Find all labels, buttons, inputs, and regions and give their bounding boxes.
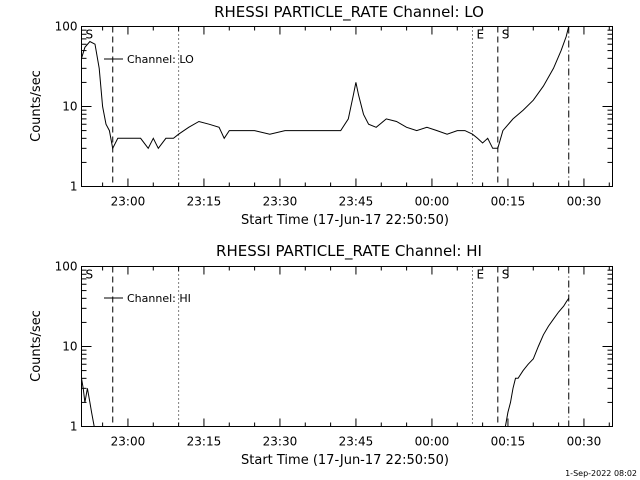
x-axis-label: Start Time (17-Jun-17 22:50:50) <box>241 213 449 228</box>
x-tick-label: 00:15 <box>491 435 526 449</box>
series-line-lo <box>81 26 570 150</box>
y-tick-label: 1 <box>70 180 78 194</box>
time-marker-label: S <box>502 268 510 282</box>
legend-label: Channel: LO <box>127 53 194 66</box>
time-marker-label: S <box>86 268 94 282</box>
x-tick-label: 00:00 <box>415 435 450 449</box>
x-tick-label: 23:45 <box>339 435 374 449</box>
time-marker-label: E <box>476 28 484 42</box>
x-tick-label: 00:30 <box>567 435 602 449</box>
y-tick-label: 10 <box>62 340 77 354</box>
y-axis-label: Counts/sec <box>29 70 44 142</box>
x-axis-label: Start Time (17-Jun-17 22:50:50) <box>241 453 449 468</box>
time-marker-label: S <box>502 28 510 42</box>
x-tick-label: 23:00 <box>111 435 146 449</box>
x-tick-label: 23:30 <box>263 195 298 209</box>
chart-title: RHESSI PARTICLE_RATE Channel: HI <box>216 242 482 261</box>
axis-ticks: 23:00 23:15 23:30 23:45 00:00 00:15 00:30 1 10 10… <box>55 260 613 449</box>
chart-title: RHESSI PARTICLE_RATE Channel: LO <box>214 3 484 22</box>
y-tick-label: 10 <box>62 100 77 114</box>
x-tick-label: 00:30 <box>567 195 602 209</box>
x-tick-label: 23:30 <box>263 435 298 449</box>
time-marker-label: S <box>86 28 94 42</box>
time-marker-label: E <box>476 268 484 282</box>
x-tick-label: 00:15 <box>491 195 526 209</box>
chart-lo: RHESSI PARTICLE_RATE Channel: LO Counts/… <box>29 3 613 228</box>
x-tick-label: 23:15 <box>187 195 222 209</box>
plot-frame <box>81 266 613 427</box>
series-line-hi <box>81 298 570 427</box>
y-tick-label: 100 <box>55 260 78 274</box>
x-tick-label: 23:45 <box>339 195 374 209</box>
x-tick-label: 00:00 <box>415 195 450 209</box>
plot-frame <box>81 26 613 187</box>
chart-hi: RHESSI PARTICLE_RATE Channel: HI Counts/… <box>29 242 613 468</box>
x-tick-label: 23:00 <box>111 195 146 209</box>
legend-label: Channel: HI <box>127 292 191 305</box>
axis-ticks: 23:00 23:15 23:30 23:45 00:00 00:15 00:30 1 10 10… <box>55 20 613 209</box>
y-axis-label: Counts/sec <box>29 310 44 382</box>
y-tick-label: 100 <box>55 20 78 34</box>
footer-timestamp: 1-Sep-2022 08:02 <box>565 469 637 478</box>
y-tick-label: 1 <box>70 420 78 434</box>
x-tick-label: 23:15 <box>187 435 222 449</box>
